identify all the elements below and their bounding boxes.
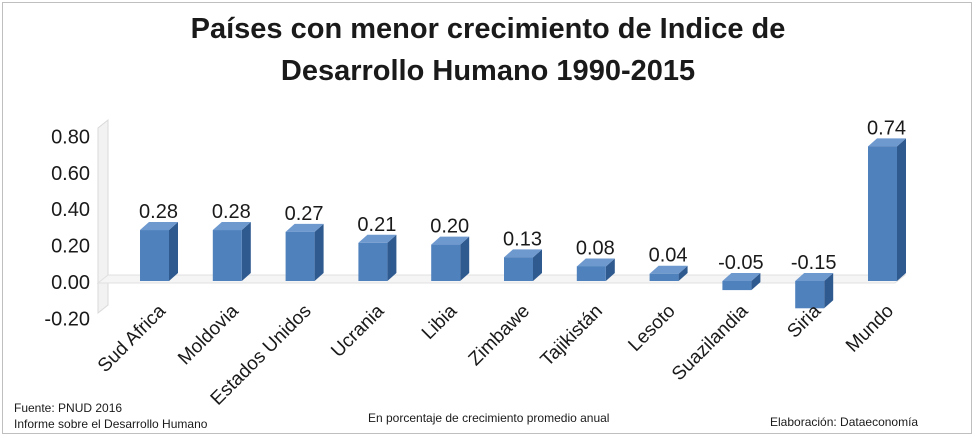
data-label: 0.08 xyxy=(576,237,615,259)
y-tick-label: -0.20 xyxy=(44,308,90,330)
category-label: Moldovia xyxy=(174,300,243,369)
category-label: Sud Africa xyxy=(94,300,170,376)
y-tick-label: 0.20 xyxy=(51,236,90,258)
data-label: -0.05 xyxy=(718,252,764,274)
data-label: 0.04 xyxy=(649,245,688,267)
category-label: Suazilandia xyxy=(668,300,753,385)
bar xyxy=(868,146,897,281)
bar-side xyxy=(751,273,761,291)
category-label: Ucrania xyxy=(327,300,388,361)
bar-side xyxy=(460,236,470,281)
bar xyxy=(576,266,606,281)
bar-top xyxy=(140,222,178,231)
bar-top xyxy=(285,223,324,232)
bar-top xyxy=(431,236,470,245)
bar-side xyxy=(897,138,906,281)
bar-top xyxy=(576,258,615,267)
source-line-1: Fuente: PNUD 2016 xyxy=(14,401,123,415)
data-label: 0.21 xyxy=(357,214,396,236)
bar xyxy=(140,230,169,281)
category-label: Lesoto xyxy=(624,301,679,356)
data-label: 0.74 xyxy=(867,117,906,139)
bar-top xyxy=(795,273,834,281)
data-label: 0.28 xyxy=(139,201,178,223)
y-tick-label: 0.60 xyxy=(51,163,90,185)
y-tick-label: 0.40 xyxy=(51,199,90,221)
bar-top xyxy=(358,234,397,243)
bar-side xyxy=(169,222,178,281)
category-label: Zimbawe xyxy=(465,301,534,370)
bar-top xyxy=(649,265,688,274)
bar-side xyxy=(605,258,615,281)
chart-title: Países con menor crecimiento de Indice d… xyxy=(0,8,976,92)
source-line-2: Informe sobre el Desarrollo Humano xyxy=(14,417,208,431)
category-label: Tajikistán xyxy=(537,301,607,371)
data-label: 0.28 xyxy=(212,201,251,223)
data-label: 0.27 xyxy=(285,203,324,225)
bar xyxy=(431,244,461,281)
data-label: 0.13 xyxy=(503,228,542,250)
data-label: -0.15 xyxy=(791,252,837,274)
bar-side xyxy=(678,265,688,281)
bar-side xyxy=(824,273,834,309)
bar xyxy=(722,281,752,291)
bar-top xyxy=(504,249,542,258)
y-tick-label: 0.00 xyxy=(51,272,90,294)
data-label: 0.20 xyxy=(430,216,469,238)
units-note: En porcentaje de crecimiento promedio an… xyxy=(368,411,610,425)
category-label: Mundo xyxy=(842,301,898,357)
bar-side xyxy=(241,222,251,281)
chart-title-line-1: Países con menor crecimiento de Indice d… xyxy=(190,13,786,45)
bar-top xyxy=(212,222,251,231)
chart-title-line-2: Desarrollo Humano 1990-2015 xyxy=(280,55,696,87)
y-tick-label: 0.80 xyxy=(51,126,90,148)
bar-top xyxy=(722,273,761,281)
bar xyxy=(504,257,533,281)
bar xyxy=(649,273,679,281)
back-wall xyxy=(97,118,109,315)
bar-side xyxy=(314,223,324,281)
bar xyxy=(285,231,315,281)
bar-side xyxy=(387,234,397,281)
credit-note: Elaboración: Dataeconomía xyxy=(770,415,919,429)
bar xyxy=(212,230,242,281)
bar xyxy=(795,281,825,309)
category-label: Libia xyxy=(418,300,462,344)
bar xyxy=(358,242,388,281)
bar-side xyxy=(533,249,542,281)
bar-top xyxy=(868,138,906,147)
source-note: Fuente: PNUD 2016 Informe sobre el Desar… xyxy=(14,400,207,432)
